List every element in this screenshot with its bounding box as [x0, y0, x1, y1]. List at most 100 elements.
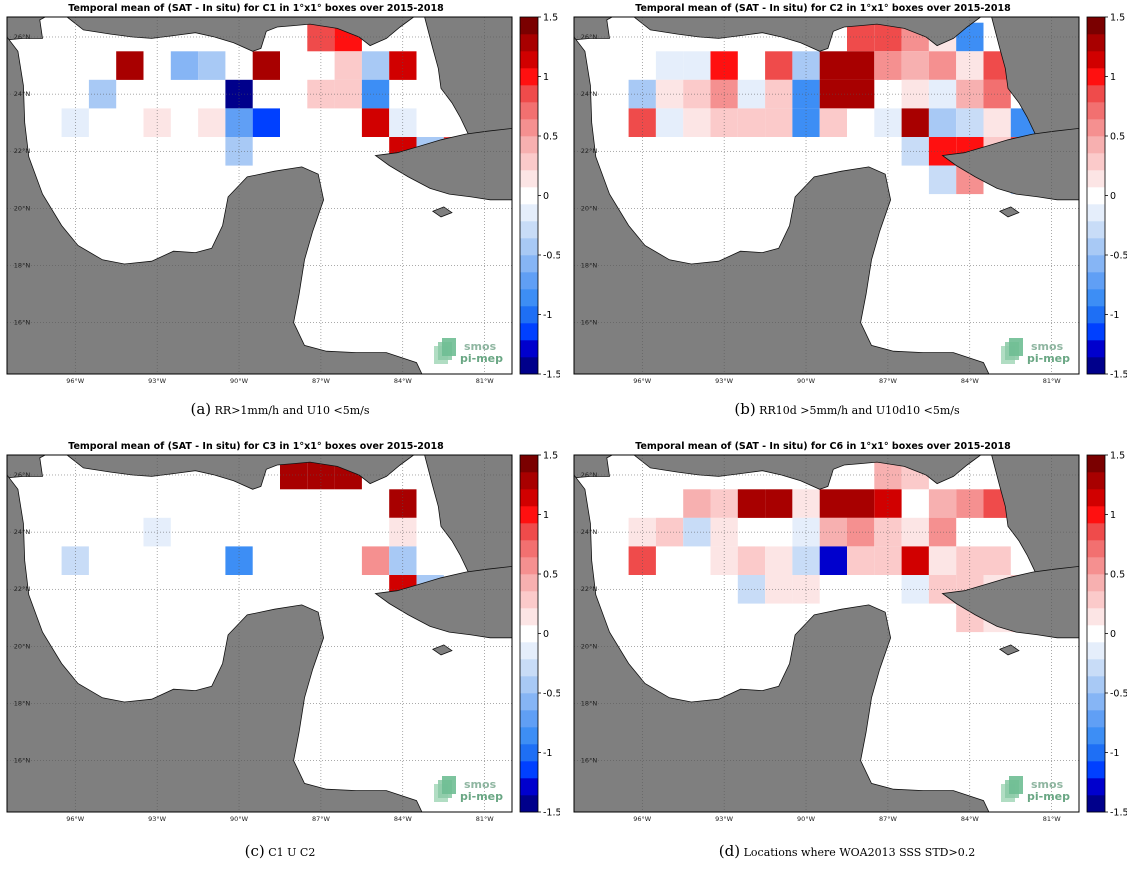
- map-panel-c: Temporal mean of (SAT - In situ) for C3 …: [0, 438, 560, 868]
- grid-cell: [901, 575, 929, 604]
- logo-text-smos: smos: [1031, 340, 1064, 353]
- grid-cell: [361, 51, 390, 80]
- panel-title: Temporal mean of (SAT - In situ) for C6 …: [635, 441, 1011, 452]
- grid-cell: [847, 489, 875, 518]
- colorbar-swatch: [520, 506, 538, 524]
- colorbar-swatch: [520, 744, 538, 762]
- graticule: [574, 17, 1079, 374]
- map-figure: 96°W 93°W 90°W 87°W 84°W 81°W 16°N 18°N 20°N 22°N…: [6, 451, 560, 823]
- land-north-shore: [632, 16, 982, 52]
- colorbar-swatch: [520, 85, 538, 103]
- grid-cell: [819, 79, 847, 109]
- colorbar-swatch: [1087, 17, 1105, 35]
- lat-tick-label: 22°N: [581, 147, 598, 155]
- land-north-shore: [65, 16, 415, 52]
- lat-tick-label: 22°N: [14, 147, 31, 155]
- lon-tick-label: 93°W: [715, 815, 734, 823]
- lat-tick-label: 18°N: [581, 699, 598, 707]
- colorbar-swatch: [520, 625, 538, 643]
- colorbar-swatch: [520, 34, 538, 52]
- land-layer: [573, 454, 1080, 813]
- grid-cell: [307, 79, 335, 109]
- grid-cell: [361, 546, 390, 575]
- grid-cell: [737, 489, 766, 518]
- colorbar-swatch: [520, 761, 538, 779]
- colorbar-swatch: [1087, 323, 1105, 341]
- colorbar-swatch: [1087, 119, 1105, 137]
- colorbar-swatch: [520, 272, 538, 290]
- caption-text: RR10d >5mm/h and U10d10 <5m/s: [759, 404, 960, 417]
- lon-tick-label: 87°W: [879, 815, 898, 823]
- grid-cell: [928, 108, 957, 137]
- colorbar-swatch: [520, 119, 538, 137]
- grid-cell: [765, 546, 793, 575]
- colorbar-swatch: [1087, 727, 1105, 745]
- lon-tick-label: 93°W: [148, 377, 167, 385]
- lat-tick-label: 20°N: [14, 204, 31, 212]
- grid-cell: [928, 517, 957, 547]
- colorbar-swatch: [1087, 34, 1105, 52]
- grid-cell: [901, 546, 929, 575]
- caption-letter: (c): [244, 842, 265, 860]
- colorbar-swatch: [520, 710, 538, 728]
- graticule: [7, 455, 512, 812]
- colorbar-swatch: [1087, 357, 1105, 375]
- grid-cell: [116, 51, 144, 80]
- colorbar-swatch: [1087, 204, 1105, 222]
- grid-cell: [683, 489, 711, 518]
- caption-letter: (d): [718, 842, 741, 860]
- colorbar: -1.5 -1 -0.5 0 0.5 1 1.5: [1086, 451, 1127, 819]
- lat-tick-label: 16°N: [14, 319, 31, 327]
- lon-tick-label: 84°W: [961, 815, 980, 823]
- colorbar-swatch: [520, 340, 538, 358]
- colorbar-swatch: [520, 523, 538, 541]
- colorbar-swatch: [1087, 778, 1105, 796]
- colorbar-swatch: [520, 68, 538, 86]
- colorbar-swatch: [520, 289, 538, 307]
- colorbar-swatch: [520, 204, 538, 222]
- panel-caption: (d) Locations where WOA2013 SSS STD>0.2: [567, 842, 1127, 860]
- colorbar-tick-label: -0.5: [1110, 689, 1127, 700]
- colorbar-swatch: [520, 455, 538, 473]
- grid-cell: [683, 517, 711, 547]
- grid-cell: [928, 79, 957, 109]
- logo-text-pimep: pi-mep: [1027, 352, 1070, 365]
- colorbar-tick-label: 0: [1110, 191, 1116, 202]
- grid-cell: [198, 108, 226, 137]
- colorbar-swatch: [1087, 51, 1105, 69]
- colorbar-swatch: [520, 557, 538, 575]
- colorbar-tick-label: -0.5: [543, 689, 560, 700]
- lat-tick-label: 22°N: [14, 585, 31, 593]
- map-panel-d: Temporal mean of (SAT - In situ) for C6 …: [567, 438, 1127, 868]
- land-layer: [6, 16, 513, 375]
- logo-text-pimep: pi-mep: [1027, 790, 1070, 803]
- colorbar-swatch: [520, 102, 538, 120]
- grid-cell: [334, 79, 362, 109]
- colorbar-swatch: [520, 778, 538, 796]
- lat-tick-label: 20°N: [581, 642, 598, 650]
- lat-tick-label: 24°N: [14, 528, 31, 536]
- colorbar-tick-label: 1.5: [1110, 13, 1125, 24]
- land-layer: [573, 16, 1080, 375]
- grid-cell: [819, 51, 847, 80]
- colorbar-swatch: [1087, 153, 1105, 171]
- caption-text: RR>1mm/h and U10 <5m/s: [214, 404, 370, 417]
- panel-title: Temporal mean of (SAT - In situ) for C1 …: [68, 3, 444, 14]
- colorbar: -1.5 -1 -0.5 0 0.5 1 1.5: [1086, 13, 1127, 381]
- colorbar-swatch: [1087, 676, 1105, 694]
- grid-cell: [737, 546, 766, 575]
- grid-cell: [847, 517, 875, 547]
- grid-cell: [683, 79, 711, 109]
- land-mexico-yucatan: [573, 473, 990, 813]
- lat-tick-label: 24°N: [581, 90, 598, 98]
- lat-tick-label: 26°N: [14, 33, 31, 41]
- logo-text-smos: smos: [464, 340, 497, 353]
- graticule: [7, 17, 512, 374]
- caption-text: Locations where WOA2013 SSS STD>0.2: [743, 846, 976, 859]
- colorbar-tick-label: -1: [543, 748, 552, 759]
- colorbar-swatch: [520, 136, 538, 154]
- grid-cell: [847, 79, 875, 109]
